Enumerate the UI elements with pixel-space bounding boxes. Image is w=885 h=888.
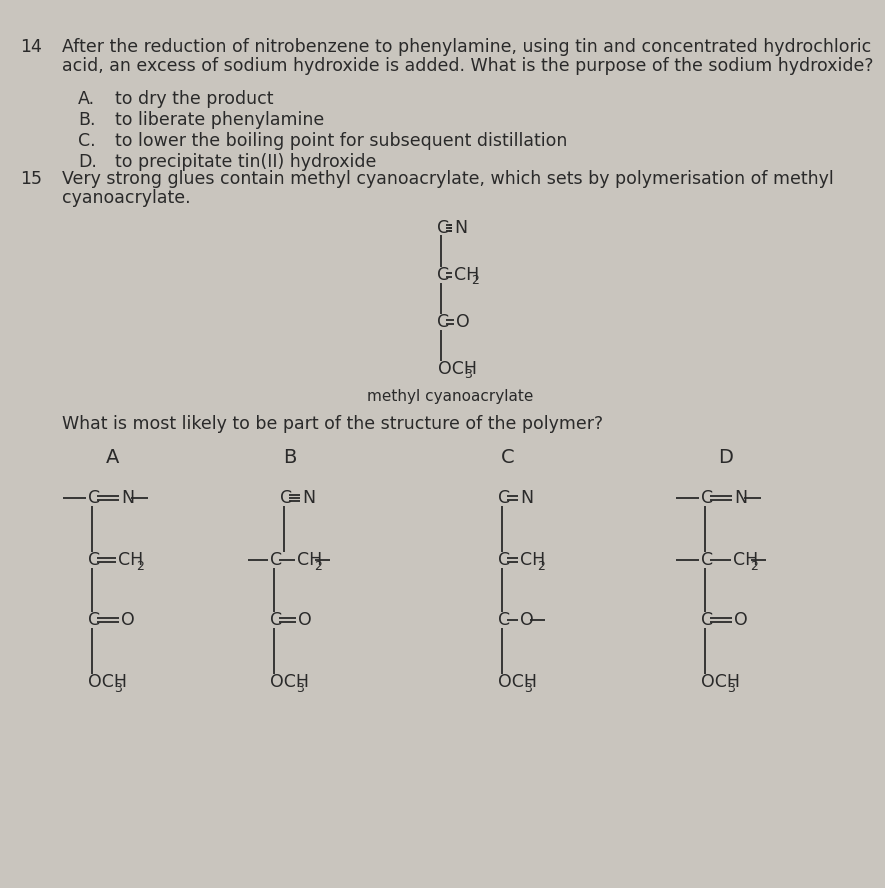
Text: C: C (280, 489, 292, 507)
Text: 3: 3 (727, 681, 735, 694)
Text: CH: CH (454, 266, 480, 284)
Text: 15: 15 (20, 170, 42, 188)
Text: O: O (520, 611, 534, 629)
Text: 3: 3 (296, 681, 304, 694)
Text: B: B (283, 448, 296, 467)
Text: C: C (437, 313, 449, 331)
Text: CH: CH (733, 551, 758, 569)
Text: O: O (298, 611, 312, 629)
Text: 2: 2 (471, 274, 479, 287)
Text: 2: 2 (314, 559, 322, 573)
Text: acid, an excess of sodium hydroxide is added. What is the purpose of the sodium : acid, an excess of sodium hydroxide is a… (62, 57, 873, 75)
Text: to lower the boiling point for subsequent distillation: to lower the boiling point for subsequen… (115, 132, 567, 150)
Text: D.: D. (78, 153, 96, 171)
Text: OCH: OCH (701, 673, 740, 691)
Text: N: N (121, 489, 135, 507)
Text: CH: CH (297, 551, 322, 569)
Text: C: C (88, 611, 100, 629)
Text: 2: 2 (537, 559, 545, 573)
Text: N: N (734, 489, 747, 507)
Text: OCH: OCH (270, 673, 309, 691)
Text: OCH: OCH (498, 673, 537, 691)
Text: to liberate phenylamine: to liberate phenylamine (115, 111, 324, 129)
Text: C: C (270, 551, 282, 569)
Text: C.: C. (78, 132, 96, 150)
Text: 3: 3 (464, 368, 472, 380)
Text: to dry the product: to dry the product (115, 90, 273, 108)
Text: CH: CH (118, 551, 143, 569)
Text: C: C (88, 489, 100, 507)
Text: A: A (106, 448, 119, 467)
Text: N: N (520, 489, 533, 507)
Text: C: C (270, 611, 282, 629)
Text: C: C (701, 489, 713, 507)
Text: C: C (701, 611, 713, 629)
Text: O: O (734, 611, 748, 629)
Text: CH: CH (520, 551, 545, 569)
Text: methyl cyanoacrylate: methyl cyanoacrylate (366, 389, 533, 404)
Text: B.: B. (78, 111, 96, 129)
Text: A.: A. (78, 90, 95, 108)
Text: C: C (498, 489, 510, 507)
Text: C: C (498, 611, 510, 629)
Text: 14: 14 (20, 38, 42, 56)
Text: C: C (501, 448, 515, 467)
Text: OCH: OCH (88, 673, 127, 691)
Text: C: C (88, 551, 100, 569)
Text: 2: 2 (136, 559, 144, 573)
Text: C: C (437, 266, 449, 284)
Text: N: N (454, 219, 467, 237)
Text: C: C (498, 551, 510, 569)
Text: N: N (302, 489, 315, 507)
Text: O: O (456, 313, 470, 331)
Text: After the reduction of nitrobenzene to phenylamine, using tin and concentrated h: After the reduction of nitrobenzene to p… (62, 38, 871, 56)
Text: 2: 2 (750, 559, 758, 573)
Text: C: C (437, 219, 449, 237)
Text: 3: 3 (524, 681, 532, 694)
Text: OCH: OCH (438, 360, 477, 378)
Text: O: O (121, 611, 135, 629)
Text: What is most likely to be part of the structure of the polymer?: What is most likely to be part of the st… (62, 415, 603, 433)
Text: 3: 3 (114, 681, 122, 694)
Text: C: C (701, 551, 713, 569)
Text: D: D (719, 448, 734, 467)
Text: to precipitate tin(II) hydroxide: to precipitate tin(II) hydroxide (115, 153, 376, 171)
Text: Very strong glues contain methyl cyanoacrylate, which sets by polymerisation of : Very strong glues contain methyl cyanoac… (62, 170, 834, 188)
Text: cyanoacrylate.: cyanoacrylate. (62, 189, 190, 207)
